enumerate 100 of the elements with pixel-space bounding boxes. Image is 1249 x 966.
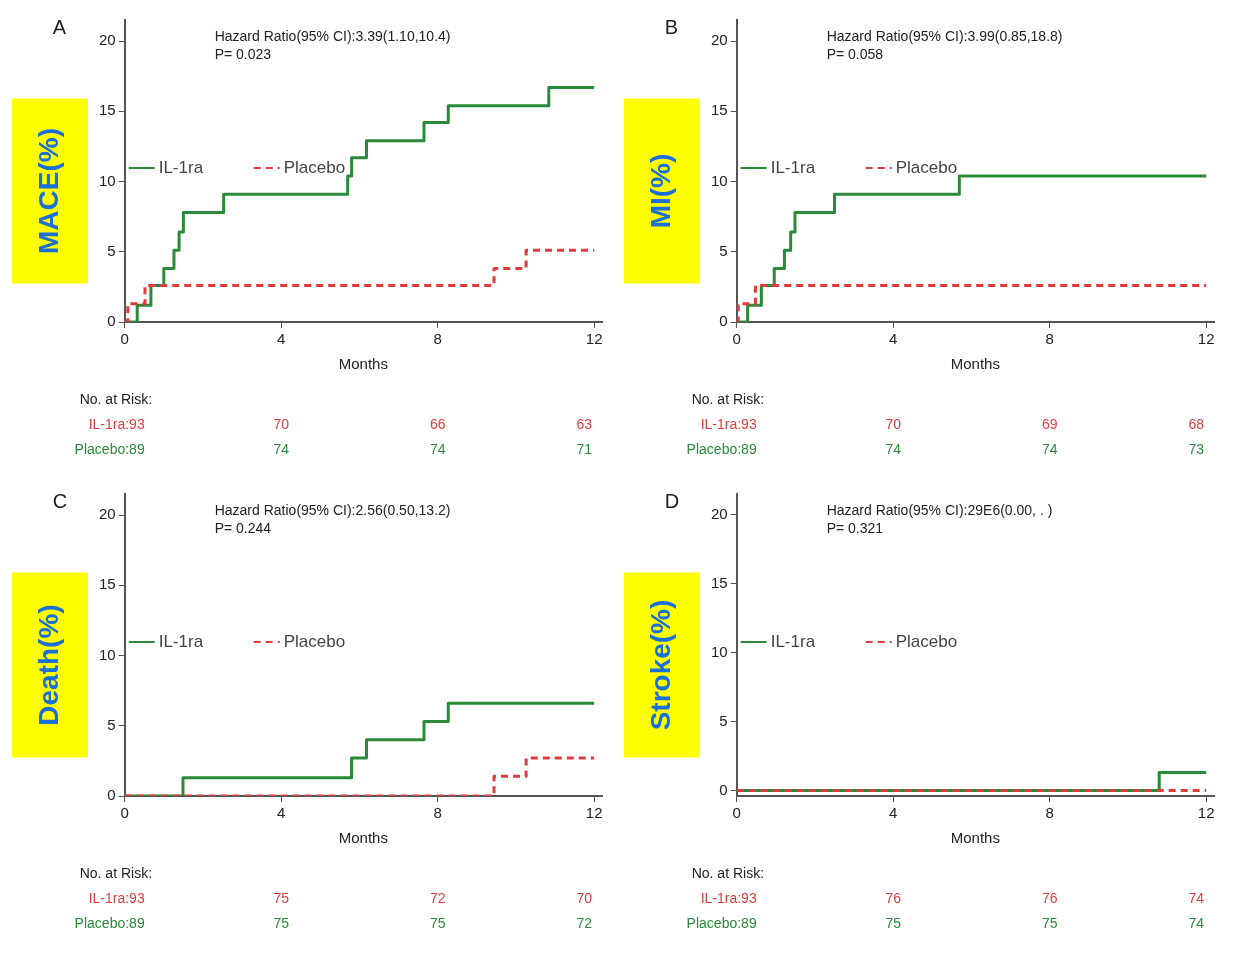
y-tick-label: 10 bbox=[711, 642, 728, 660]
y-tick-label: 20 bbox=[711, 504, 728, 522]
x-tick-label: 0 bbox=[120, 804, 129, 822]
text: 75 bbox=[273, 914, 290, 931]
text: 70 bbox=[885, 415, 902, 432]
x-tick-label: 12 bbox=[1197, 804, 1215, 822]
y-axis-title: Death(%) bbox=[32, 604, 64, 726]
x-tick-label: 8 bbox=[433, 330, 442, 348]
x-axis-title: Months bbox=[950, 829, 1000, 847]
chart-title: B bbox=[664, 15, 679, 38]
x-axis-title: Months bbox=[950, 355, 1000, 373]
text: 75 bbox=[273, 889, 290, 906]
text: 66 bbox=[429, 415, 446, 432]
y-axis-title: MI(%) bbox=[644, 153, 676, 229]
legend-label: Placebo bbox=[895, 631, 958, 651]
legend-label: IL-1ra bbox=[158, 631, 204, 651]
y-tick-label: 20 bbox=[711, 31, 728, 49]
y-tick-label: 0 bbox=[107, 312, 116, 330]
text: Placebo:89 bbox=[74, 440, 145, 457]
text: 74 bbox=[1188, 889, 1205, 906]
y-tick-label: 15 bbox=[99, 101, 116, 119]
text: 74 bbox=[429, 440, 446, 457]
y-tick-label: 5 bbox=[719, 241, 728, 259]
text: 70 bbox=[576, 889, 593, 906]
legend-label: Placebo bbox=[283, 631, 346, 651]
text: 74 bbox=[273, 440, 290, 457]
text: 76 bbox=[885, 889, 902, 906]
x-tick-label: 12 bbox=[1197, 330, 1215, 348]
annotation: P= 0.058 bbox=[826, 45, 884, 62]
chart-title: D bbox=[664, 489, 680, 512]
text: No. at Risk: bbox=[79, 390, 153, 407]
x-tick-label: 8 bbox=[1045, 804, 1054, 822]
annotation: Hazard Ratio(95% CI):3.39(1.10,10.4) bbox=[214, 27, 451, 44]
text: No. at Risk: bbox=[79, 864, 153, 881]
y-tick-label: 15 bbox=[711, 101, 728, 119]
x-tick-label: 4 bbox=[277, 804, 286, 822]
x-tick-label: 8 bbox=[1045, 330, 1054, 348]
annotation: P= 0.023 bbox=[214, 45, 272, 62]
text: Placebo:89 bbox=[686, 440, 757, 457]
text: 63 bbox=[576, 415, 593, 432]
annotation: Hazard Ratio(95% CI):2.56(0.50,13.2) bbox=[214, 501, 451, 518]
text: 76 bbox=[1041, 889, 1058, 906]
text: 71 bbox=[576, 440, 593, 457]
text: 68 bbox=[1188, 415, 1205, 432]
y-tick-label: 0 bbox=[107, 786, 116, 804]
text: 72 bbox=[429, 889, 446, 906]
x-tick-label: 0 bbox=[120, 330, 129, 348]
x-axis-title: Months bbox=[338, 829, 388, 847]
text: 74 bbox=[1188, 914, 1205, 931]
y-tick-label: 15 bbox=[99, 575, 116, 593]
y-tick-label: 10 bbox=[99, 171, 116, 189]
y-tick-label: 0 bbox=[719, 780, 728, 798]
text: IL-1ra:93 bbox=[88, 415, 145, 432]
text: 69 bbox=[1041, 415, 1058, 432]
text: 75 bbox=[885, 914, 902, 931]
text: 75 bbox=[1041, 914, 1058, 931]
legend-label: Placebo bbox=[283, 157, 346, 177]
text: Placebo:89 bbox=[686, 914, 757, 931]
x-tick-label: 0 bbox=[732, 804, 741, 822]
legend-label: Placebo bbox=[895, 157, 958, 177]
text: IL-1ra:93 bbox=[700, 415, 757, 432]
x-tick-label: 4 bbox=[277, 330, 286, 348]
y-axis-title: Stroke(%) bbox=[644, 599, 676, 731]
y-axis-title: MACE(%) bbox=[32, 128, 64, 254]
y-tick-label: 5 bbox=[107, 241, 116, 259]
text: Placebo:89 bbox=[74, 914, 145, 931]
legend-label: IL-1ra bbox=[770, 157, 816, 177]
annotation: Hazard Ratio(95% CI):29E6(0.00, . ) bbox=[826, 501, 1053, 518]
y-tick-label: 10 bbox=[99, 645, 116, 663]
text: 70 bbox=[273, 415, 290, 432]
x-axis-title: Months bbox=[338, 355, 388, 373]
y-tick-label: 0 bbox=[719, 312, 728, 330]
annotation: Hazard Ratio(95% CI):3.99(0.85,18.8) bbox=[826, 27, 1063, 44]
text: IL-1ra:93 bbox=[700, 889, 757, 906]
text: IL-1ra:93 bbox=[88, 889, 145, 906]
text: 75 bbox=[429, 914, 446, 931]
y-tick-label: 15 bbox=[711, 573, 728, 591]
y-tick-label: 20 bbox=[99, 505, 116, 523]
text: 74 bbox=[885, 440, 902, 457]
x-tick-label: 12 bbox=[585, 804, 603, 822]
text: No. at Risk: bbox=[691, 864, 765, 881]
chart-title: C bbox=[52, 489, 68, 512]
y-tick-label: 5 bbox=[719, 711, 728, 729]
y-tick-label: 5 bbox=[107, 715, 116, 733]
legend-label: IL-1ra bbox=[158, 157, 204, 177]
x-tick-label: 12 bbox=[585, 330, 603, 348]
text: No. at Risk: bbox=[691, 390, 765, 407]
x-tick-label: 4 bbox=[889, 804, 898, 822]
x-tick-label: 4 bbox=[889, 330, 898, 348]
text: 74 bbox=[1041, 440, 1058, 457]
text: 72 bbox=[576, 914, 593, 931]
x-tick-label: 0 bbox=[732, 330, 741, 348]
chart-title: A bbox=[52, 15, 67, 38]
annotation: P= 0.244 bbox=[214, 519, 272, 536]
text: 73 bbox=[1188, 440, 1205, 457]
x-tick-label: 8 bbox=[433, 804, 442, 822]
y-tick-label: 20 bbox=[99, 31, 116, 49]
legend-label: IL-1ra bbox=[770, 631, 816, 651]
y-tick-label: 10 bbox=[711, 171, 728, 189]
annotation: P= 0.321 bbox=[826, 519, 884, 536]
